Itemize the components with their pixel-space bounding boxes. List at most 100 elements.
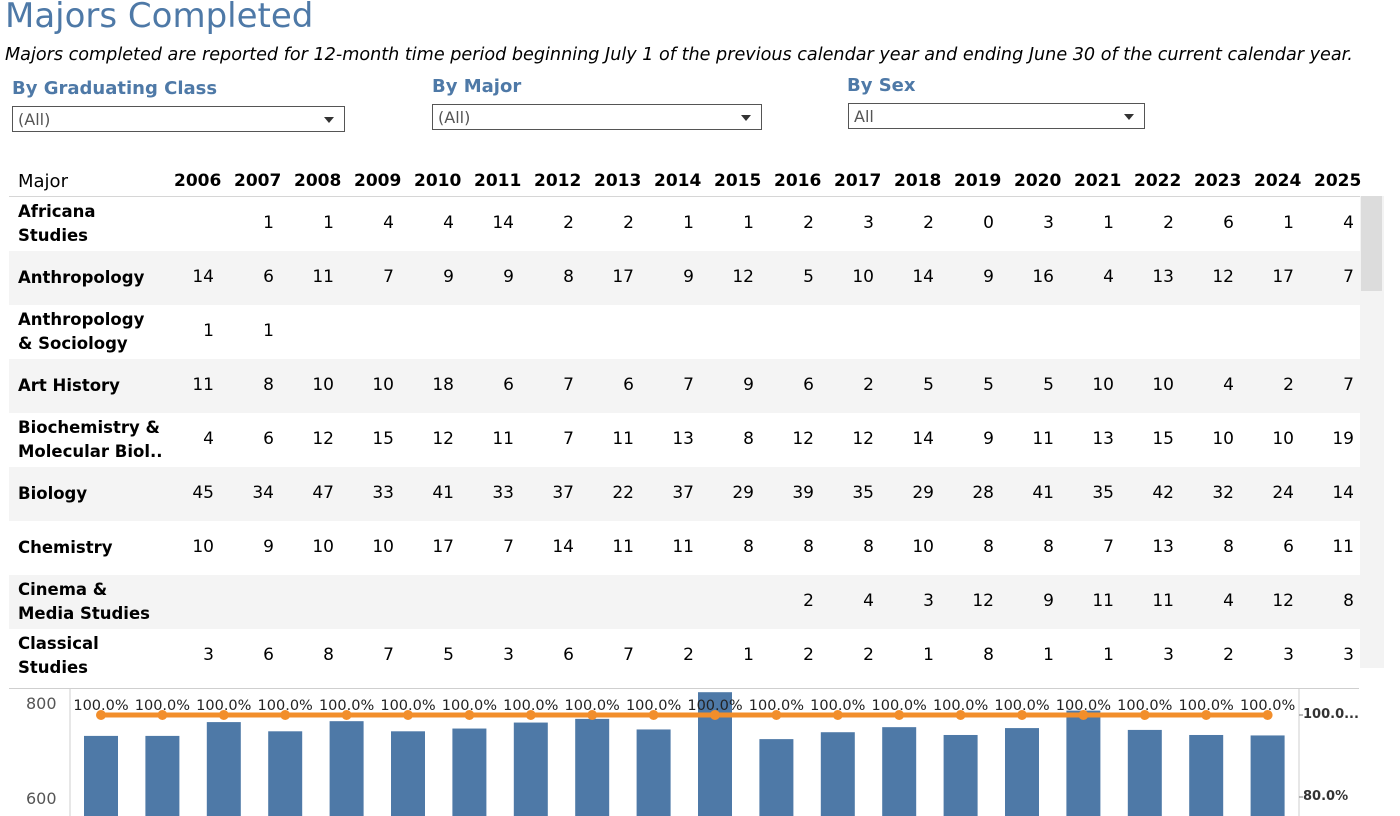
- year-column-header: 2024: [1254, 171, 1302, 191]
- bar: [759, 739, 794, 816]
- major-name: Anthropology: [18, 268, 145, 287]
- count-cell: 3: [1043, 213, 1054, 233]
- count-cell: 12: [1212, 267, 1234, 287]
- sex-value: All: [854, 107, 874, 126]
- line-point: [157, 710, 168, 720]
- count-cell: 19: [1332, 429, 1354, 449]
- count-cell: 11: [1152, 591, 1174, 611]
- count-cell: 1: [683, 213, 694, 233]
- line-point: [832, 710, 843, 720]
- left-axis-tick: 600: [26, 789, 57, 808]
- count-cell: 13: [672, 429, 694, 449]
- sex-dropdown[interactable]: All: [848, 103, 1145, 129]
- count-cell: 10: [912, 537, 934, 557]
- year-column-header: 2016: [774, 171, 822, 191]
- count-cell: 13: [1152, 537, 1174, 557]
- line-point: [1017, 710, 1027, 720]
- count-cell: 33: [372, 483, 394, 503]
- bar: [882, 727, 917, 816]
- line-point: [1139, 710, 1150, 720]
- filter-label-major: By Major: [432, 76, 522, 97]
- line-point: [1201, 710, 1212, 720]
- data-label: 100.0%: [687, 698, 742, 714]
- major-dropdown[interactable]: (All): [432, 104, 762, 130]
- count-cell: 14: [552, 537, 574, 557]
- bar: [636, 729, 671, 816]
- count-cell: 2: [1283, 375, 1294, 395]
- line-point: [464, 710, 475, 720]
- year-column-header: 2019: [954, 171, 1002, 191]
- count-cell: 7: [383, 267, 394, 287]
- chevron-down-icon: [741, 115, 751, 121]
- count-cell: 8: [1223, 537, 1234, 557]
- count-cell: 14: [1332, 483, 1354, 503]
- bar: [84, 735, 118, 816]
- count-cell: 9: [683, 267, 694, 287]
- bar: [943, 734, 978, 816]
- count-cell: 41: [1032, 483, 1054, 503]
- line-point: [771, 710, 782, 720]
- count-cell: 8: [983, 645, 994, 665]
- bar: [1250, 735, 1285, 816]
- count-cell: 7: [1343, 375, 1354, 395]
- data-label: 100.0%: [872, 698, 927, 714]
- count-cell: 5: [923, 375, 934, 395]
- graduating-class-dropdown[interactable]: (All): [12, 106, 345, 132]
- count-cell: 2: [623, 213, 634, 233]
- count-cell: 29: [732, 483, 754, 503]
- count-cell: 7: [503, 537, 514, 557]
- count-cell: 10: [372, 375, 394, 395]
- count-cell: 7: [623, 645, 634, 665]
- bar: [1066, 710, 1101, 816]
- count-cell: 3: [1343, 645, 1354, 665]
- year-column-header: 2010: [414, 171, 462, 191]
- bar: [268, 731, 303, 816]
- count-cell: 9: [503, 267, 514, 287]
- right-axis-tick: 80.0%: [1303, 789, 1349, 804]
- count-cell: 6: [1223, 213, 1234, 233]
- major-name: Classical Studies: [18, 634, 99, 677]
- count-cell: 4: [1103, 267, 1114, 287]
- count-cell: 2: [563, 213, 574, 233]
- count-cell: 12: [1272, 591, 1294, 611]
- line-point: [894, 710, 905, 720]
- line-point: [280, 710, 291, 720]
- line-point: [525, 710, 536, 720]
- count-cell: 4: [443, 213, 454, 233]
- count-cell: 9: [743, 375, 754, 395]
- count-cell: 2: [1223, 645, 1234, 665]
- data-label: 100.0%: [749, 698, 804, 714]
- count-cell: 3: [1163, 645, 1174, 665]
- count-cell: 11: [672, 537, 694, 557]
- data-label: 100.0%: [73, 698, 128, 714]
- count-cell: 2: [803, 591, 814, 611]
- major-name: Cinema & Media Studies: [18, 580, 150, 623]
- count-cell: 10: [312, 375, 334, 395]
- count-cell: 9: [1043, 591, 1054, 611]
- count-cell: 12: [432, 429, 454, 449]
- data-label: 100.0%: [1117, 698, 1172, 714]
- count-cell: 10: [852, 267, 874, 287]
- major-name: Biology: [18, 484, 88, 503]
- count-cell: 10: [1212, 429, 1234, 449]
- bar: [575, 718, 610, 816]
- count-cell: 8: [863, 537, 874, 557]
- count-cell: 32: [1212, 483, 1234, 503]
- count-cell: 1: [263, 321, 274, 341]
- count-cell: 8: [1043, 537, 1054, 557]
- count-cell: 3: [863, 213, 874, 233]
- year-column-header: 2025: [1314, 171, 1362, 191]
- data-label: 100.0%: [442, 698, 497, 714]
- count-cell: 35: [1092, 483, 1114, 503]
- table-scrollbar[interactable]: [1360, 196, 1384, 668]
- data-label: 100.0%: [810, 698, 865, 714]
- count-cell: 7: [563, 375, 574, 395]
- count-cell: 6: [503, 375, 514, 395]
- year-column-header: 2017: [834, 171, 882, 191]
- count-cell: 11: [492, 429, 514, 449]
- line-point: [403, 710, 413, 720]
- bar: [329, 721, 364, 816]
- scrollbar-thumb[interactable]: [1361, 196, 1382, 291]
- line-point: [1078, 710, 1089, 720]
- count-cell: 1: [743, 645, 754, 665]
